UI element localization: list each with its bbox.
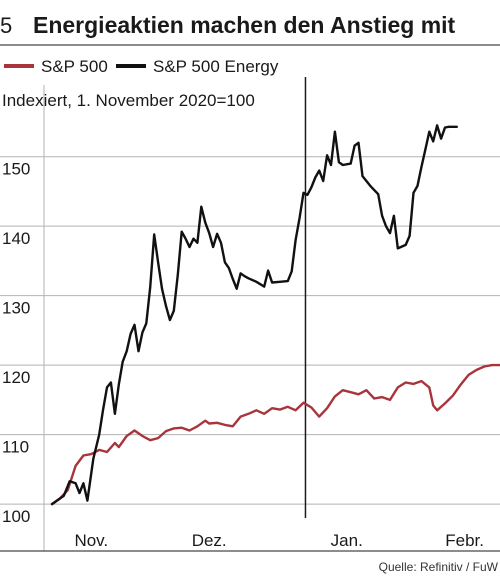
- chart-header: 5 Energieaktien machen den Anstieg mit: [0, 12, 500, 46]
- legend-label-sp500: S&P 500: [41, 57, 108, 76]
- legend: S&P 500 S&P 500 Energy: [4, 57, 279, 76]
- legend-label-energy: S&P 500 Energy: [153, 57, 279, 76]
- x-tick-label-1: Dez.: [192, 531, 227, 550]
- plot-area: 100 110 120 130 140 150 Nov. Dez. Jan. Febr.: [0, 77, 500, 551]
- y-tick-label-130: 130: [2, 299, 30, 318]
- chart-title: Energieaktien machen den Anstieg mit: [33, 12, 456, 38]
- y-tick-label-150: 150: [2, 160, 30, 179]
- source-note: Quelle: Refinitiv / FuW: [379, 560, 499, 574]
- x-tick-label-2: Jan.: [331, 531, 363, 550]
- y-tick-label-140: 140: [2, 229, 30, 248]
- series-line-energy: [50, 124, 458, 506]
- y-tick-label-110: 110: [2, 438, 29, 457]
- series-line-sp500: [50, 363, 500, 506]
- x-tick-label-3: Febr.: [445, 531, 484, 550]
- chart-subtitle: Indexiert, 1. November 2020=100: [2, 91, 255, 110]
- y-tick-label-100: 100: [2, 507, 30, 526]
- chart-number: 5: [0, 13, 12, 38]
- x-tick-label-0: Nov.: [74, 531, 108, 550]
- y-tick-label-120: 120: [2, 368, 30, 387]
